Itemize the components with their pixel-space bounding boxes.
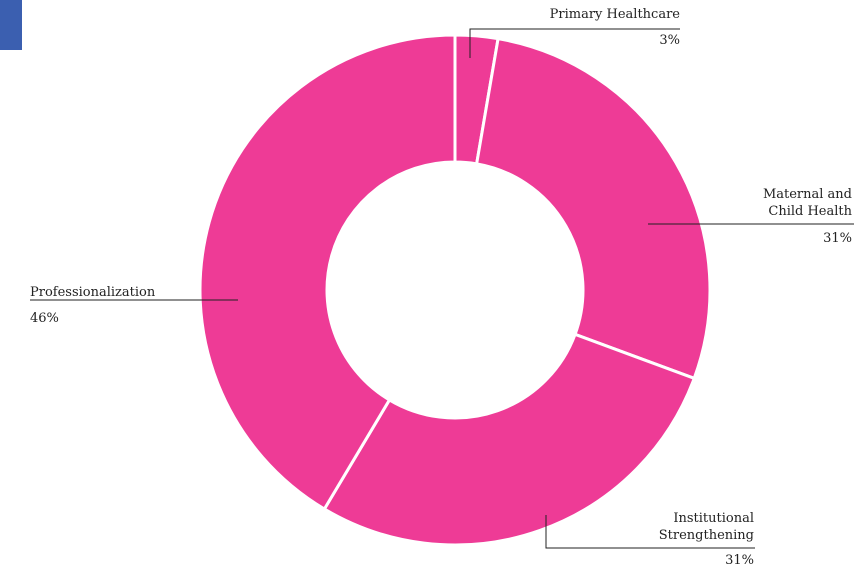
donut-segment	[322, 332, 697, 547]
leader-line	[469, 28, 680, 58]
value-label: 31%	[823, 231, 852, 246]
photo-fragment	[0, 0, 22, 50]
value-label: 31%	[725, 553, 754, 568]
value-label: 3%	[659, 33, 680, 48]
donut-segment	[198, 33, 457, 512]
value-label: 46%	[30, 311, 59, 326]
category-label: Institutional Strengthening	[658, 511, 754, 543]
donut-segment	[474, 36, 712, 381]
category-label: Professionalization	[30, 285, 156, 300]
category-label: Maternal and Child Health	[762, 187, 852, 219]
leader-line	[545, 515, 755, 549]
category-label: Primary Healthcare	[549, 7, 680, 22]
